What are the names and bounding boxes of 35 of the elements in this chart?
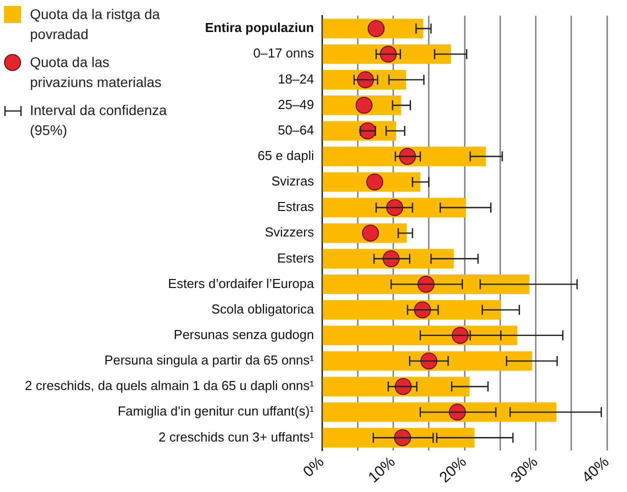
x-tick-label: 40%	[578, 454, 612, 486]
point	[362, 224, 379, 242]
point	[368, 20, 385, 38]
y-tick-label: 0–17 onns	[253, 46, 314, 61]
y-tick-label: 2 creschids cun 3+ uffants¹	[158, 429, 315, 444]
y-tick-label: 65 e dapli	[258, 148, 314, 164]
y-tick-label: 25–49	[278, 96, 314, 112]
point	[359, 122, 376, 140]
legend-label: Quota da las privaziuns materialas	[30, 53, 162, 92]
legend-label: Quota da la ristga da povradad	[30, 5, 161, 44]
y-tick-label: 2 creschids, da quels almain 1 da 65 u dapli onns¹	[24, 378, 315, 394]
y-tick-label: 50–64	[278, 122, 314, 138]
y-tick-label: Persunas senza gudogn	[174, 326, 314, 342]
point	[452, 326, 469, 344]
point	[420, 352, 438, 370]
x-tick-label: 10%	[365, 454, 399, 486]
point	[386, 199, 404, 216]
x-tick-label: 30%	[508, 454, 542, 486]
x-tick-label: 0%	[300, 454, 328, 481]
y-tick-label: Scola obligatorica	[211, 301, 315, 316]
point	[356, 96, 373, 114]
y-tick-label: Svizras	[271, 174, 314, 189]
y-tick-label: Estras	[277, 199, 314, 214]
y-tick-label: Famiglia d’in genitur cun uffant(s)¹	[118, 404, 315, 419]
y-tick-label: 18–24	[278, 71, 314, 86]
point	[399, 148, 416, 165]
y-tick-label: Esters d’ordaifer l’Europa	[168, 276, 315, 291]
point	[366, 174, 384, 190]
y-tick-label: Esters	[277, 250, 314, 266]
point	[394, 378, 412, 396]
x-tick-label: 20%	[436, 454, 470, 486]
y-tick-label: Entira populaziun	[204, 20, 314, 36]
y-tick-label: Persuna singula a partir da 65 onns¹	[104, 352, 315, 368]
text: Interval da confidenza (95%)	[30, 101, 168, 140]
y-tick-label: Svizzers	[264, 224, 314, 240]
